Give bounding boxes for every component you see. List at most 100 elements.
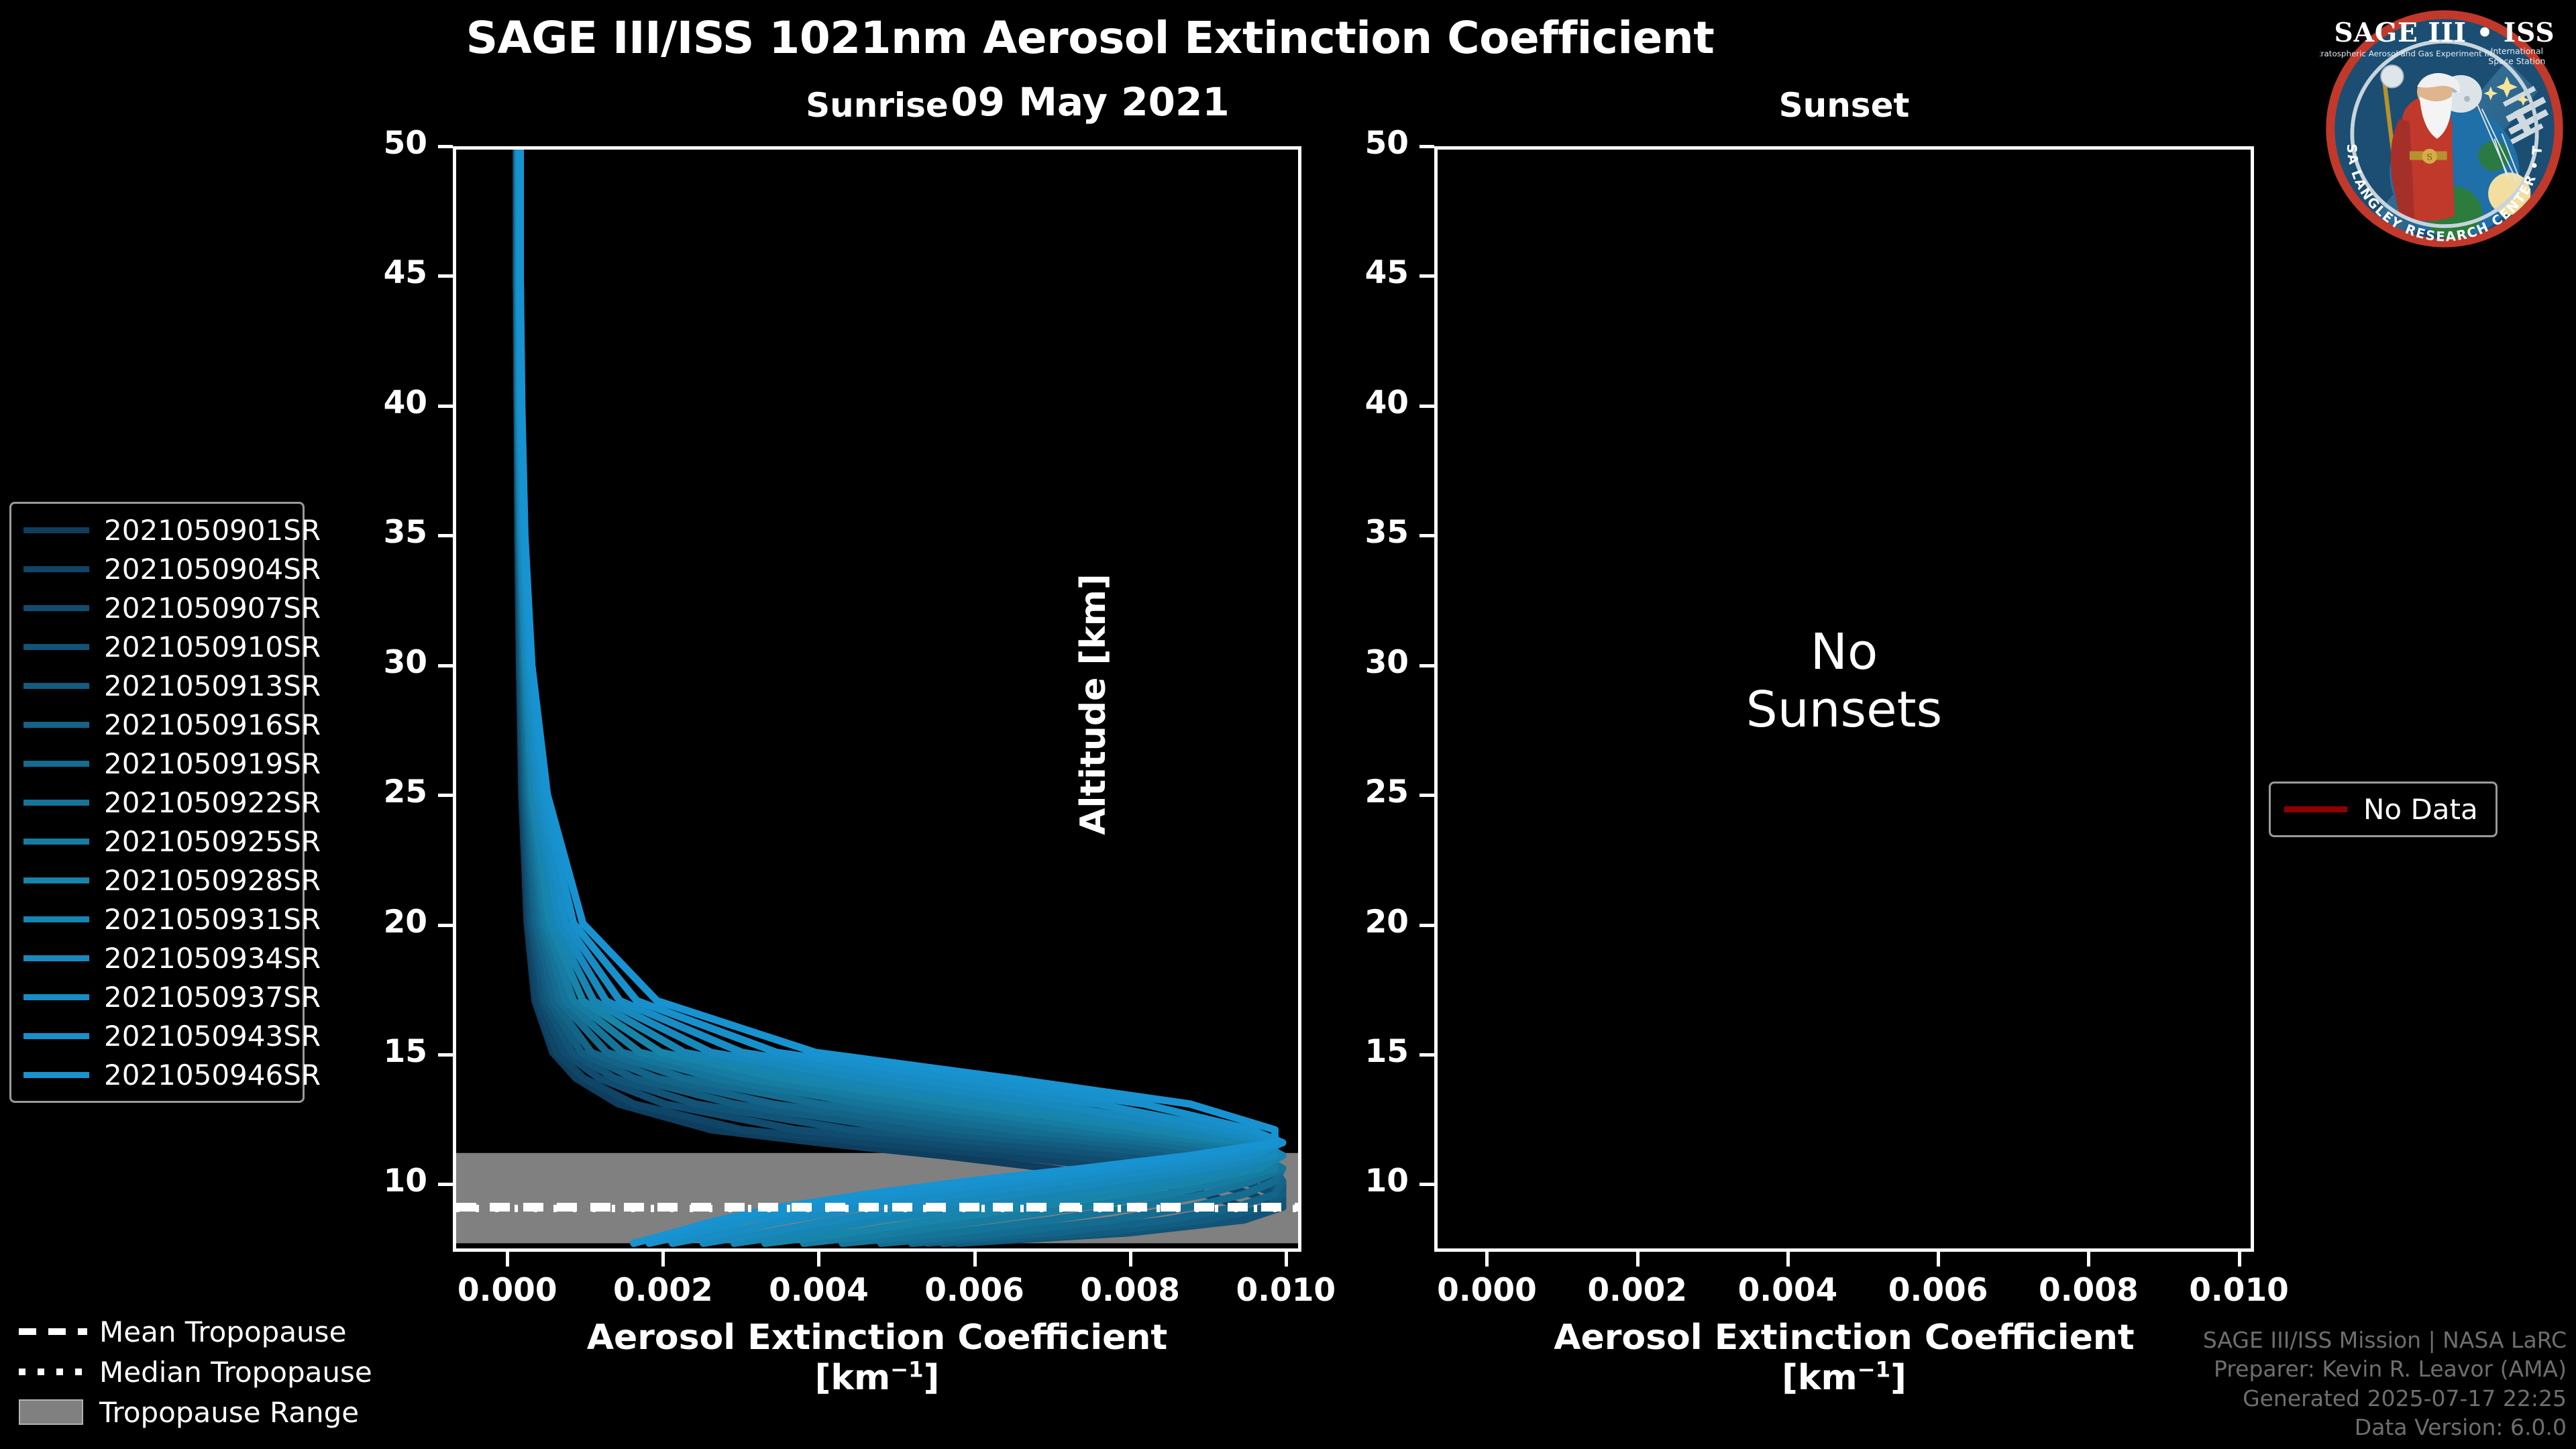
legend-line-swatch [23, 1071, 89, 1078]
series-legend[interactable]: 2021050901SR 2021050904SR 2021050907SR 2021… [9, 502, 321, 1103]
y-tick-label: 50 [383, 125, 427, 162]
y-tick-mark [1419, 404, 1434, 408]
legend-item[interactable]: 2021050904SR [11, 549, 321, 588]
legend-line-swatch [23, 682, 89, 689]
legend-item[interactable]: 2021050913SR [11, 666, 321, 705]
x-tick-mark [2087, 1252, 2091, 1267]
legend-item-label: 2021050928SR [104, 863, 321, 897]
x-tick-label: 0.002 [613, 1272, 713, 1309]
footer-line-mission: SAGE III/ISS Mission | NASA LaRC [2202, 1326, 2567, 1353]
y-tick-mark [438, 534, 453, 538]
legend-item[interactable]: 2021050937SR [11, 977, 321, 1016]
x-tick-mark [1128, 1252, 1132, 1267]
x-tick-label: 0.002 [1587, 1272, 1688, 1309]
legend-item[interactable]: 2021050925SR [11, 822, 321, 861]
x-tick-label: 0.008 [1080, 1272, 1180, 1309]
y-tick-label: 15 [383, 1032, 427, 1070]
legend-item[interactable]: 2021050943SR [11, 1016, 321, 1055]
x-tick-mark [506, 1252, 510, 1267]
y-tick-label: 50 [1364, 125, 1409, 162]
median-tropopause-dot-icon [15, 1362, 87, 1382]
svg-text:International: International [2491, 46, 2543, 56]
legend-line-swatch [23, 838, 89, 845]
legend-item[interactable]: 2021050919SR [11, 744, 321, 783]
y-tick-label: 10 [1364, 1163, 1409, 1200]
sunset-x-axis-label: Aerosol Extinction Coefficient [km−1] [1434, 1318, 2254, 1397]
no-data-legend-label: No Data [2363, 793, 2478, 826]
x-tick-mark [1937, 1252, 1941, 1267]
svg-text:Space Station: Space Station [2488, 56, 2545, 66]
x-tick-mark [1284, 1252, 1288, 1267]
x-tick-label: 0.000 [1437, 1272, 1537, 1309]
svg-text:S: S [2426, 153, 2432, 163]
legend-item-label: 2021050934SR [104, 941, 321, 975]
legend-item-label: 2021050922SR [104, 786, 321, 819]
y-tick-label: 45 [1364, 254, 1409, 292]
legend-item[interactable]: 2021050910SR [11, 627, 321, 666]
legend-item-label: 2021050937SR [104, 980, 321, 1014]
no-data-legend[interactable]: No Data [2269, 782, 2498, 837]
y-tick-label: 20 [1364, 903, 1409, 941]
legend-item[interactable]: 2021050931SR [11, 900, 321, 938]
legend-item-label: 2021050907SR [104, 591, 321, 625]
sunrise-panel-title: Sunrise [806, 86, 949, 125]
svg-text:SAGE III • ISS: SAGE III • ISS [2334, 17, 2555, 48]
y-tick-mark [1419, 1183, 1434, 1187]
sunset-panel-title: Sunset [1778, 86, 1910, 125]
legend-line-swatch [23, 955, 89, 961]
x-tick-mark [973, 1252, 977, 1267]
y-tick-mark [438, 274, 453, 278]
legend-item-label: 2021050901SR [104, 513, 321, 547]
x-tick-mark [1786, 1252, 1790, 1267]
x-tick-label: 0.010 [2189, 1272, 2289, 1309]
y-tick-label: 45 [383, 254, 427, 292]
y-tick-label: 35 [383, 514, 427, 551]
y-tick-mark [1419, 534, 1434, 538]
y-tick-mark [1419, 145, 1434, 148]
y-tick-label: 30 [383, 643, 427, 681]
y-tick-mark [1419, 1053, 1434, 1057]
x-tick-label: 0.006 [1888, 1272, 1988, 1309]
x-tick-mark [661, 1252, 665, 1267]
legend-line-swatch [23, 604, 89, 611]
legend-item[interactable]: 2021050916SR [11, 705, 321, 744]
legend-line-swatch [23, 994, 89, 1000]
x-tick-label: 0.000 [457, 1272, 557, 1309]
y-tick-mark [1419, 274, 1434, 278]
x-tick-mark [817, 1252, 821, 1267]
legend-line-swatch [23, 527, 89, 533]
footer-line-generated: Generated 2025-07-17 22:25 [2243, 1385, 2567, 1411]
sage-iii-iss-logo-icon: S SAGE III • ISS Stratospheric Aerosol a… [2320, 4, 2563, 248]
sunrise-x-axis-label-text: Aerosol Extinction Coefficient [586, 1318, 1168, 1358]
legend-item-label: 2021050943SR [104, 1019, 321, 1053]
legend-item-label: 2021050916SR [104, 708, 321, 741]
tropopause-legend-label: Median Tropopause [99, 1355, 372, 1389]
sunrise-data-layer [456, 150, 1298, 1247]
sunrise-x-axis-label-units: [km−1] [814, 1356, 940, 1398]
legend-item[interactable]: 2021050946SR [11, 1055, 321, 1094]
legend-line-swatch [23, 760, 89, 767]
y-tick-mark [438, 1183, 453, 1187]
legend-line-swatch [23, 721, 89, 728]
tropopause-legend-label: Mean Tropopause [99, 1315, 347, 1348]
y-tick-label: 15 [1364, 1032, 1409, 1070]
legend-line-swatch [23, 916, 89, 922]
legend-item[interactable]: 2021050928SR [11, 861, 321, 900]
mean-tropopause-dash-icon [15, 1322, 87, 1342]
no-data-line-swatch [2284, 806, 2347, 812]
x-tick-label: 0.004 [1737, 1272, 1838, 1309]
y-tick-label: 10 [383, 1163, 427, 1200]
legend-item[interactable]: 2021050934SR [11, 938, 321, 977]
x-tick-mark [1485, 1252, 1489, 1267]
tropopause-legend-item: Median Tropopause [15, 1352, 390, 1392]
legend-item-label: 2021050904SR [104, 552, 321, 586]
legend-item-label: 2021050913SR [104, 669, 321, 702]
legend-item[interactable]: 2021050907SR [11, 588, 321, 627]
y-tick-label: 40 [383, 384, 427, 421]
legend-item-label: 2021050919SR [104, 747, 321, 780]
sunrise-plot-area [453, 146, 1301, 1252]
legend-item[interactable]: 2021050922SR [11, 783, 321, 822]
tropopause-legend: Mean Tropopause Median Tropopause Tropopau… [15, 1311, 390, 1432]
no-sunsets-annotation: No Sunsets [1746, 623, 1943, 739]
legend-item[interactable]: 2021050901SR [11, 511, 321, 549]
